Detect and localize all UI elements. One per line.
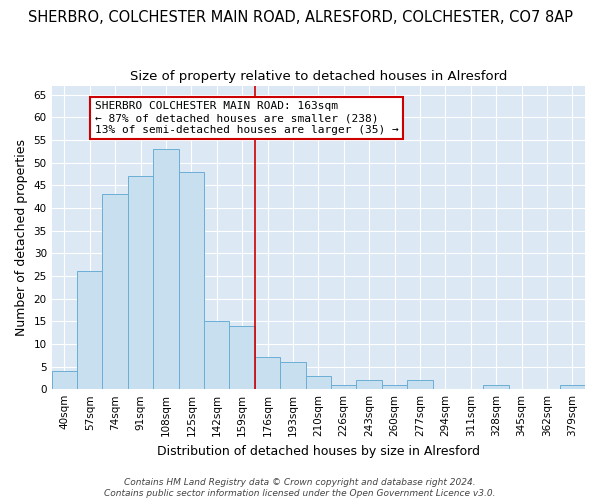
Bar [407, 380, 433, 389]
Y-axis label: Number of detached properties: Number of detached properties [15, 139, 28, 336]
Bar [153, 149, 179, 389]
Bar [52, 371, 77, 389]
Bar [204, 321, 229, 389]
Bar [331, 384, 356, 389]
X-axis label: Distribution of detached houses by size in Alresford: Distribution of detached houses by size … [157, 444, 480, 458]
Bar [305, 376, 331, 389]
Title: Size of property relative to detached houses in Alresford: Size of property relative to detached ho… [130, 70, 507, 83]
Bar [229, 326, 255, 389]
Text: Contains HM Land Registry data © Crown copyright and database right 2024.
Contai: Contains HM Land Registry data © Crown c… [104, 478, 496, 498]
Bar [77, 272, 103, 389]
Bar [255, 358, 280, 389]
Bar [484, 384, 509, 389]
Bar [179, 172, 204, 389]
Text: SHERBRO, COLCHESTER MAIN ROAD, ALRESFORD, COLCHESTER, CO7 8AP: SHERBRO, COLCHESTER MAIN ROAD, ALRESFORD… [28, 10, 572, 25]
Text: SHERBRO COLCHESTER MAIN ROAD: 163sqm
← 87% of detached houses are smaller (238)
: SHERBRO COLCHESTER MAIN ROAD: 163sqm ← 8… [95, 102, 398, 134]
Bar [128, 176, 153, 389]
Bar [103, 194, 128, 389]
Bar [560, 384, 585, 389]
Bar [382, 384, 407, 389]
Bar [280, 362, 305, 389]
Bar [356, 380, 382, 389]
